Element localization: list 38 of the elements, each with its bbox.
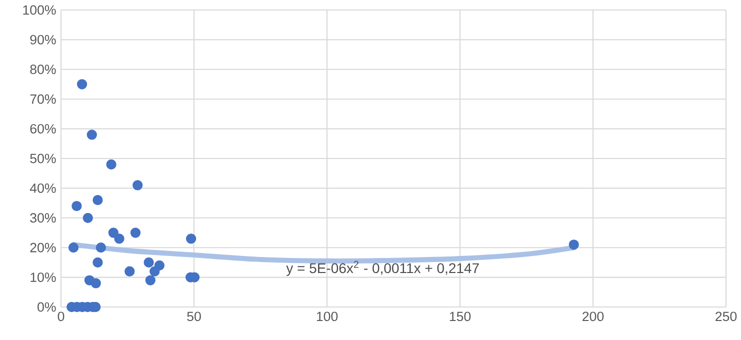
point (92, 195, 103, 206)
point (568, 240, 579, 250)
y-tick-label: 30% (30, 213, 56, 223)
y-tick-label: 60% (30, 124, 56, 134)
point (130, 228, 141, 238)
point (186, 234, 196, 244)
x-tick-label: 100 (316, 312, 338, 322)
point (72, 200, 82, 212)
point (124, 266, 135, 276)
x-tick-label: 0 (58, 312, 64, 322)
x-tick-label: 200 (582, 312, 604, 322)
point (150, 266, 160, 276)
point (68, 242, 79, 253)
x-tick-label: 150 (450, 312, 471, 322)
annotation: y = 5E-06x$^{2}$ - 0,0011x + 0,2147 (286, 260, 479, 276)
y-tick-label: 80% (30, 64, 56, 74)
point (82, 212, 93, 223)
y-tick-label: 90% (30, 34, 56, 44)
x-tick-label: 50 (187, 312, 201, 322)
y-tick-label: 40% (30, 183, 56, 193)
point (86, 130, 97, 140)
point (92, 257, 103, 268)
point (144, 257, 154, 268)
point (114, 234, 124, 244)
point (108, 228, 118, 238)
x-tick-label: 250 (716, 312, 737, 322)
point (132, 180, 143, 190)
point (90, 278, 101, 288)
point (106, 159, 116, 170)
point (145, 275, 156, 286)
y-tick-label: 10% (30, 272, 56, 282)
point (76, 79, 88, 90)
y-tick-label: 50% (30, 154, 56, 164)
y-tick-label: 70% (30, 94, 56, 104)
y-tick-label: 100% (23, 5, 56, 15)
y-tick-label: 20% (30, 242, 56, 252)
point (96, 242, 106, 253)
y-tick-label: 0% (38, 302, 56, 312)
